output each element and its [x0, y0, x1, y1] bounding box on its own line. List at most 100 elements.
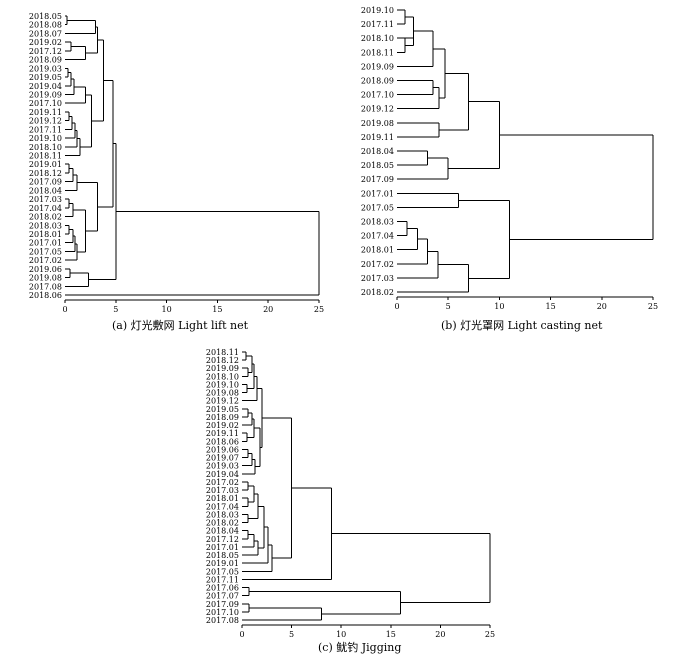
leaf-label: 2018.03 [361, 218, 394, 227]
x-tick-label: 25 [485, 630, 495, 639]
leaf-label: 2017.12 [29, 47, 62, 56]
leaf-label: 2017.04 [361, 232, 394, 241]
leaf-label: 2017.02 [29, 256, 62, 265]
leaf-label: 2019.03 [206, 462, 239, 471]
caption-c: (c) 鱿钓 Jigging [318, 640, 401, 654]
x-tick-label: 5 [289, 630, 294, 639]
leaf-label: 2018.07 [29, 29, 62, 38]
leaf-label: 2019.08 [206, 389, 239, 398]
leaf-label: 2017.05 [206, 567, 239, 576]
leaf-label: 2017.03 [361, 274, 394, 283]
x-tick-label: 15 [546, 302, 556, 311]
leaf-label: 2019.02 [206, 421, 239, 430]
leaf-label: 2018.10 [29, 143, 62, 152]
leaf-label: 2018.05 [206, 551, 239, 560]
leaf-label: 2019.11 [361, 133, 394, 142]
leaf-label: 2018.09 [361, 77, 394, 86]
leaf-label: 2019.05 [206, 405, 239, 414]
leaf-label: 2017.01 [206, 543, 239, 552]
leaf-label: 2017.06 [206, 584, 239, 593]
leaf-label: 2019.09 [206, 364, 239, 373]
leaf-label: 2019.10 [206, 380, 239, 389]
x-tick-label: 20 [597, 302, 607, 311]
leaf-label: 2018.04 [29, 186, 62, 195]
leaf-label: 2018.12 [206, 356, 239, 365]
leaf-label: 2019.11 [206, 429, 239, 438]
x-tick-label: 15 [386, 630, 396, 639]
leaf-label: 2018.04 [361, 147, 394, 156]
leaf-label: 2017.05 [29, 247, 62, 256]
x-tick-label: 5 [113, 305, 118, 314]
leaf-label: 2018.09 [29, 56, 62, 65]
leaf-label: 2018.06 [206, 437, 239, 446]
leaf-label: 2019.03 [29, 64, 62, 73]
leaf-label: 2017.07 [206, 592, 239, 601]
leaf-label: 2017.01 [29, 239, 62, 248]
leaf-label: 2017.02 [206, 478, 239, 487]
leaf-label: 2017.05 [361, 203, 394, 212]
leaf-label: 2019.04 [206, 470, 239, 479]
leaf-label: 2018.11 [361, 48, 394, 57]
leaf-label: 2018.02 [206, 519, 239, 528]
panel-light-lift-net: 2018.052018.082018.072019.022017.122018.… [29, 12, 324, 314]
leaf-label: 2018.11 [29, 152, 62, 161]
leaf-label: 2017.03 [29, 195, 62, 204]
leaf-label: 2017.10 [206, 608, 239, 617]
caption-b: (b) 灯光罩网 Light casting net [441, 318, 603, 332]
leaf-label: 2018.05 [361, 161, 394, 170]
leaf-label: 2017.08 [206, 616, 239, 625]
leaf-label: 2018.02 [361, 288, 394, 297]
leaf-label: 2017.12 [206, 535, 239, 544]
leaf-label: 2017.04 [29, 204, 62, 213]
leaf-label: 2018.02 [29, 213, 62, 222]
leaf-label: 2018.05 [29, 12, 62, 21]
x-tick-label: 0 [62, 305, 67, 314]
leaf-label: 2019.08 [29, 274, 62, 283]
leaf-label: 2017.09 [361, 175, 394, 184]
x-tick-label: 15 [212, 305, 222, 314]
x-tick-label: 5 [446, 302, 451, 311]
leaf-label: 2019.01 [29, 160, 62, 169]
leaf-label: 2017.09 [206, 600, 239, 609]
x-tick-label: 25 [314, 305, 324, 314]
leaf-label: 2019.06 [206, 445, 239, 454]
leaf-label: 2019.12 [29, 117, 62, 126]
leaf-label: 2018.09 [206, 413, 239, 422]
leaf-label: 2019.02 [29, 38, 62, 47]
leaf-label: 2019.10 [29, 134, 62, 143]
leaf-label: 2017.04 [206, 502, 239, 511]
leaf-label: 2017.11 [361, 20, 394, 29]
leaf-label: 2018.12 [29, 169, 62, 178]
leaf-label: 2017.11 [206, 575, 239, 584]
leaf-label: 2018.03 [206, 510, 239, 519]
x-tick-label: 0 [394, 302, 399, 311]
leaf-label: 2019.07 [206, 454, 239, 463]
leaf-label: 2019.10 [361, 6, 394, 15]
leaf-label: 2017.10 [29, 99, 62, 108]
leaf-label: 2019.12 [361, 105, 394, 114]
leaf-label: 2017.08 [29, 282, 62, 291]
leaf-label: 2019.04 [29, 82, 62, 91]
leaf-label: 2019.08 [361, 119, 394, 128]
leaf-label: 2019.09 [361, 62, 394, 71]
x-tick-label: 0 [239, 630, 244, 639]
leaf-label: 2019.11 [29, 108, 62, 117]
x-tick-label: 10 [494, 302, 504, 311]
leaf-label: 2019.06 [29, 265, 62, 274]
leaf-label: 2017.11 [29, 125, 62, 134]
leaf-label: 2018.06 [29, 291, 62, 300]
x-tick-label: 10 [336, 630, 346, 639]
x-tick-label: 20 [435, 630, 445, 639]
leaf-label: 2018.08 [29, 21, 62, 30]
leaf-label: 2017.09 [29, 178, 62, 187]
leaf-label: 2019.12 [206, 397, 239, 406]
leaf-label: 2018.01 [361, 246, 394, 255]
leaf-label: 2019.01 [206, 559, 239, 568]
leaf-label: 2019.05 [29, 73, 62, 82]
caption-a: (a) 灯光敷网 Light lift net [112, 318, 249, 332]
x-tick-label: 25 [648, 302, 658, 311]
leaf-label: 2017.10 [361, 91, 394, 100]
leaf-label: 2018.10 [206, 372, 239, 381]
leaf-label: 2018.03 [29, 221, 62, 230]
leaf-label: 2018.01 [206, 494, 239, 503]
